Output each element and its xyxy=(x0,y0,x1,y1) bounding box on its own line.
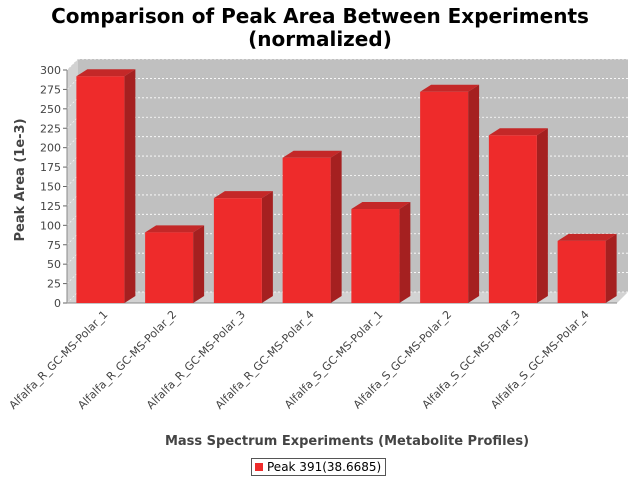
gridline-wall xyxy=(66,194,79,207)
plot-floor xyxy=(67,292,628,303)
gridline-wall xyxy=(66,136,79,148)
y-tick-label: 250 xyxy=(40,103,61,116)
y-tick-label: 75 xyxy=(47,239,61,252)
gridline-wall xyxy=(66,97,79,110)
y-tick-label: 150 xyxy=(40,181,61,194)
gridline-wall xyxy=(66,78,79,90)
y-tick-label: 100 xyxy=(40,219,61,232)
x-axis-title: Mass Spectrum Experiments (Metabolite Pr… xyxy=(165,434,529,449)
bar-side xyxy=(536,128,548,303)
bar xyxy=(282,150,342,303)
bar-front xyxy=(420,91,469,303)
bar-front xyxy=(213,198,262,303)
bar-top xyxy=(351,202,411,210)
gridline-wall xyxy=(66,291,79,304)
y-tick-label: 50 xyxy=(47,258,61,271)
bar-side xyxy=(605,233,617,303)
gridline-wall xyxy=(66,272,79,284)
bar-side xyxy=(399,202,411,303)
bar-top xyxy=(488,128,548,136)
plot-left-wall xyxy=(67,59,78,303)
bar-top xyxy=(282,150,342,158)
bar xyxy=(351,202,411,303)
bar-side xyxy=(261,191,273,303)
chart-subtitle: (normalized) xyxy=(248,27,392,51)
bar-top xyxy=(420,84,480,92)
bar-front xyxy=(145,232,194,303)
bar-front xyxy=(488,135,537,303)
bar xyxy=(76,69,136,303)
bar-side xyxy=(124,69,136,303)
gridline-wall xyxy=(66,58,79,71)
bar xyxy=(488,128,548,303)
bar xyxy=(557,233,617,303)
y-tick-label: 175 xyxy=(40,161,61,174)
bar-front xyxy=(557,240,606,303)
y-tick-label: 0 xyxy=(54,297,61,310)
gridline-wall xyxy=(66,155,79,168)
gridline-wall xyxy=(66,175,79,187)
y-tick-label: 25 xyxy=(47,278,61,291)
legend-label: Peak 391(38.6685) xyxy=(267,460,382,474)
bar-side xyxy=(468,84,480,303)
legend-swatch xyxy=(255,463,263,471)
gridline-wall xyxy=(66,252,79,265)
y-tick-label: 200 xyxy=(40,142,61,155)
chart-title: Comparison of Peak Area Between Experime… xyxy=(51,4,589,28)
bar-top xyxy=(145,225,205,233)
gridline-wall xyxy=(66,214,79,226)
gridline-wall xyxy=(66,233,79,245)
bar-front xyxy=(351,209,400,303)
bar xyxy=(145,225,205,303)
bar xyxy=(213,191,273,303)
gridline-wall xyxy=(66,117,79,129)
bar-side xyxy=(193,225,205,303)
y-tick-label: 300 xyxy=(40,64,61,77)
bar xyxy=(420,84,480,303)
y-tick-label: 275 xyxy=(40,83,61,96)
bar-side xyxy=(330,150,342,303)
bar-top xyxy=(76,69,136,77)
bar-top xyxy=(213,191,273,199)
bar-front xyxy=(282,157,331,303)
bar-top xyxy=(557,233,617,241)
y-axis-title: Peak Area (1e-3) xyxy=(13,118,28,241)
bar-front xyxy=(76,76,125,303)
legend: Peak 391(38.6685) xyxy=(251,458,387,476)
y-tick-label: 125 xyxy=(40,200,61,213)
y-tick-label: 225 xyxy=(40,122,61,135)
